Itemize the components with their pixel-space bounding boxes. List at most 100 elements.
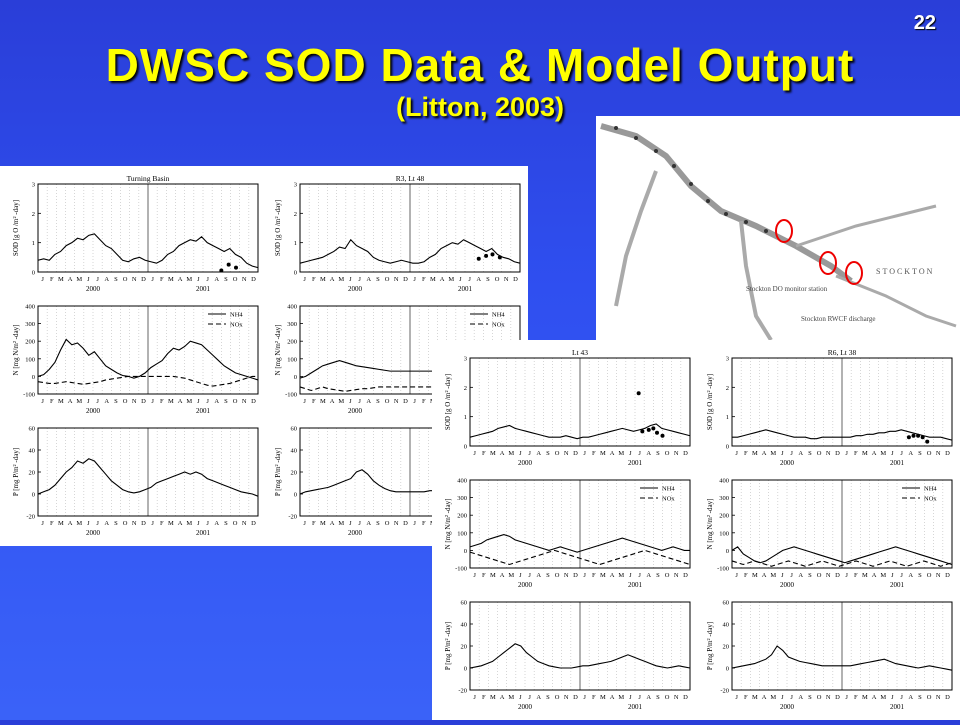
x-tick-label: O xyxy=(555,572,560,579)
x-tick-label: A xyxy=(536,572,541,579)
year-label: 2001 xyxy=(628,459,643,467)
x-tick-label: D xyxy=(573,450,578,457)
x-tick-label: D xyxy=(251,520,256,527)
x-tick-label: J xyxy=(303,276,306,283)
y-axis-label: P [mg P/m² -day] xyxy=(706,622,714,670)
x-tick-label: D xyxy=(945,450,950,457)
x-tick-label: J xyxy=(349,276,352,283)
y-tick-label: 300 xyxy=(719,495,729,502)
x-tick-label: A xyxy=(798,450,803,457)
x-tick-label: D xyxy=(683,450,688,457)
x-tick-label: J xyxy=(197,398,200,405)
x-tick-label: J xyxy=(206,276,209,283)
x-tick-label: F xyxy=(854,694,858,701)
y-tick-label: 1 xyxy=(464,414,467,421)
x-tick-label: J xyxy=(413,520,416,527)
x-tick-label: D xyxy=(141,398,146,405)
plot-frame xyxy=(731,479,953,569)
y-axis-label: SOD [g O /m² -day] xyxy=(12,200,20,256)
x-tick-label: F xyxy=(312,398,316,405)
x-tick-label: D xyxy=(573,694,578,701)
x-tick-label: N xyxy=(132,398,137,405)
legend-nh4-label: NH4 xyxy=(662,486,675,493)
x-tick-label: J xyxy=(528,450,531,457)
x-tick-label: J xyxy=(349,520,352,527)
map-label-do-station: Stockton DO monitor station xyxy=(746,285,828,293)
y-tick-label: 40 xyxy=(723,622,730,629)
year-label: 2000 xyxy=(348,529,363,537)
x-tick-label: A xyxy=(68,398,73,405)
x-tick-label: N xyxy=(564,694,569,701)
y-tick-label: 1 xyxy=(294,240,297,247)
x-tick-label: N xyxy=(242,276,247,283)
y-tick-label: -100 xyxy=(717,566,729,573)
x-tick-label: A xyxy=(500,572,505,579)
year-label: 2001 xyxy=(890,703,905,711)
year-label: 2001 xyxy=(196,407,211,415)
x-tick-label: N xyxy=(132,520,137,527)
plot-frame xyxy=(37,305,259,395)
y-tick-label: 200 xyxy=(719,513,729,520)
y-tick-label: 3 xyxy=(464,356,467,363)
sod-observation-point xyxy=(916,433,921,438)
y-tick-label: 200 xyxy=(25,339,35,346)
x-tick-label: D xyxy=(251,276,256,283)
y-tick-label: 40 xyxy=(461,622,468,629)
map-label-stockton: STOCKTON xyxy=(876,267,934,276)
x-tick-label: S xyxy=(376,276,380,283)
x-tick-label: M xyxy=(320,276,326,283)
x-tick-label: F xyxy=(592,572,596,579)
x-tick-label: A xyxy=(476,276,481,283)
x-tick-label: S xyxy=(808,450,812,457)
x-tick-label: M xyxy=(186,398,192,405)
x-tick-label: N xyxy=(564,450,569,457)
x-tick-label: A xyxy=(214,520,219,527)
x-tick-label: O xyxy=(665,450,670,457)
x-tick-label: F xyxy=(312,276,316,283)
x-tick-label: J xyxy=(197,276,200,283)
x-tick-label: J xyxy=(735,450,738,457)
y-tick-label: 60 xyxy=(291,426,298,433)
x-tick-label: A xyxy=(762,572,767,579)
map-label-rwcf: Stockton RWCF discharge xyxy=(801,315,876,323)
x-tick-label: A xyxy=(646,450,651,457)
year-label: 2000 xyxy=(518,581,533,589)
x-tick-label: O xyxy=(385,520,390,527)
y-tick-label: 3 xyxy=(726,356,729,363)
river-channel xyxy=(600,123,853,284)
y-tick-label: 0 xyxy=(294,270,297,277)
y-tick-label: 60 xyxy=(29,426,36,433)
x-tick-label: J xyxy=(151,276,154,283)
highlight-circle-1 xyxy=(775,219,793,243)
x-tick-label: O xyxy=(555,694,560,701)
x-tick-label: J xyxy=(781,572,784,579)
x-tick-label: D xyxy=(141,276,146,283)
x-tick-label: J xyxy=(473,572,476,579)
y-tick-label: 60 xyxy=(461,600,468,607)
y-tick-label: -100 xyxy=(23,392,35,399)
x-tick-label: O xyxy=(385,276,390,283)
x-tick-label: M xyxy=(490,694,496,701)
x-tick-label: J xyxy=(87,398,90,405)
y-tick-label: 0 xyxy=(32,492,35,499)
x-tick-label: N xyxy=(394,520,399,527)
plot-frame xyxy=(469,479,691,569)
x-tick-label: D xyxy=(835,450,840,457)
x-tick-label: J xyxy=(638,572,641,579)
x-tick-label: A xyxy=(646,572,651,579)
x-tick-label: M xyxy=(168,398,174,405)
x-tick-label: M xyxy=(600,694,606,701)
y-tick-label: -20 xyxy=(288,514,297,521)
x-tick-label: J xyxy=(303,520,306,527)
year-label: 2001 xyxy=(628,703,643,711)
x-tick-label: J xyxy=(790,694,793,701)
x-tick-label: J xyxy=(891,694,894,701)
x-tick-label: D xyxy=(141,520,146,527)
x-tick-label: M xyxy=(320,520,326,527)
x-tick-label: D xyxy=(513,276,518,283)
x-tick-label: F xyxy=(482,572,486,579)
x-tick-label: A xyxy=(366,398,371,405)
x-tick-label: J xyxy=(206,398,209,405)
